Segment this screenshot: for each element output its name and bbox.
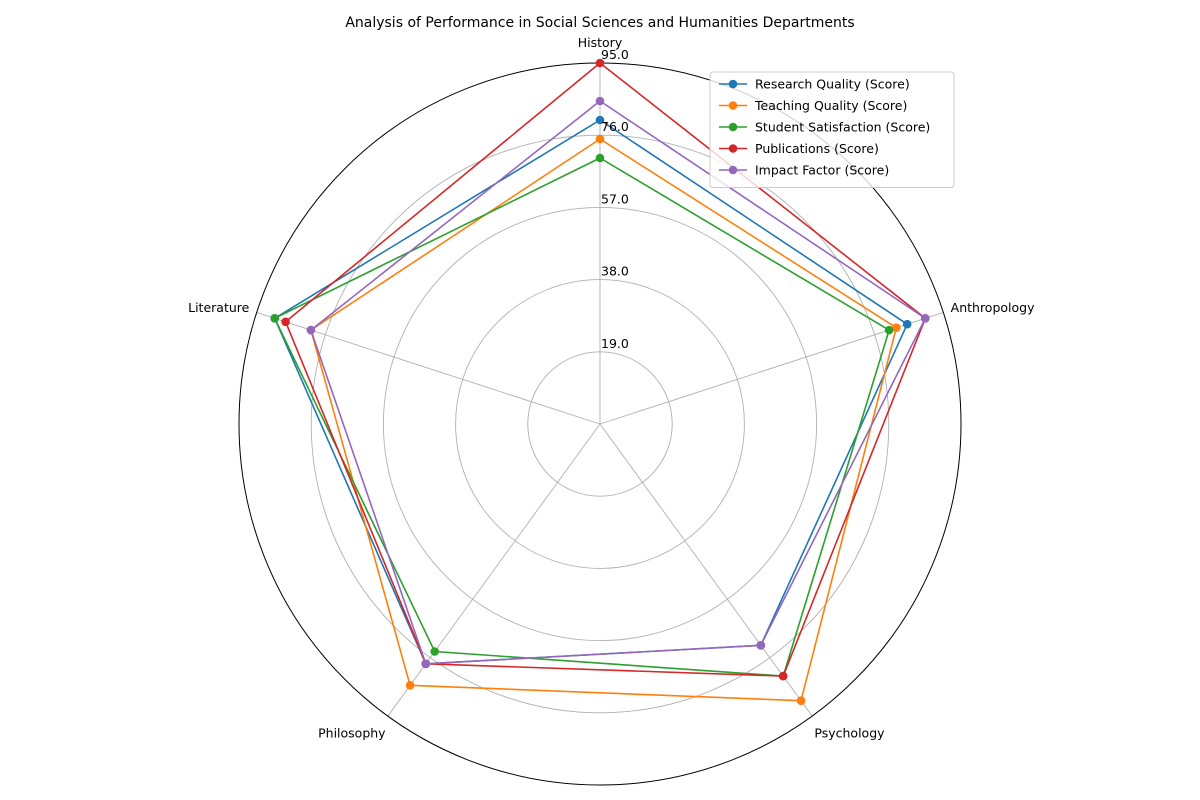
- legend-item-research-quality-score: Research Quality (Score): [719, 77, 910, 92]
- data-point-history: [595, 134, 605, 144]
- chart-title: Analysis of Performance in Social Scienc…: [345, 15, 854, 31]
- data-point-literature: [306, 325, 316, 335]
- legend-item-publications-score: Publications (Score): [719, 141, 879, 156]
- radial-tick-label: 57.0: [601, 191, 629, 206]
- legend-swatch-marker: [728, 101, 738, 110]
- series-line: [273, 157, 890, 677]
- data-point-anthropology: [920, 314, 930, 323]
- legend-swatch-marker: [728, 165, 738, 175]
- category-label-anthropology: Anthropology: [951, 300, 1035, 315]
- data-point-literature: [270, 314, 280, 323]
- data-point-history: [595, 153, 605, 163]
- legend-item-impact-factor-score: Impact Factor (Score): [719, 163, 889, 178]
- data-point-psychology: [756, 641, 766, 650]
- radial-tick-label: 76.0: [601, 119, 629, 134]
- data-point-history: [595, 115, 605, 125]
- data-point-history: [595, 96, 605, 106]
- data-point-philosophy: [405, 681, 415, 690]
- legend: Research Quality (Score) Teaching Quality…: [709, 71, 955, 188]
- legend-label: Publications (Score): [755, 141, 879, 156]
- legend-label: Impact Factor (Score): [755, 163, 889, 178]
- data-point-philosophy: [421, 659, 431, 669]
- series-line: [284, 62, 927, 677]
- legend-item-teaching-quality-score: Teaching Quality (Score): [719, 98, 907, 113]
- data-point-anthropology: [902, 319, 912, 329]
- series-impact-factor-score: [306, 96, 930, 669]
- radial-tick-label: 95.0: [601, 47, 629, 62]
- data-point-anthropology: [884, 325, 894, 335]
- category-label-psychology: Psychology: [814, 725, 885, 740]
- spoke-philosophy: [387, 423, 601, 717]
- radial-tick-labels: 19.0 38.0 57.0 76.0 95.0: [601, 47, 629, 351]
- legend-swatch-marker: [728, 122, 738, 132]
- legend-label: Teaching Quality (Score): [754, 98, 907, 113]
- legend-box: [709, 71, 955, 188]
- data-point-history: [595, 58, 605, 68]
- radar-series: [270, 58, 930, 705]
- radial-tick-label: 38.0: [601, 264, 629, 279]
- series-student-satisfaction-score: [270, 153, 894, 681]
- category-label-literature: Literature: [188, 300, 250, 315]
- data-point-literature: [281, 317, 290, 327]
- legend-swatch-marker: [728, 79, 738, 89]
- legend-label: Research Quality (Score): [755, 77, 910, 92]
- radial-tick-label: 19.0: [601, 336, 629, 351]
- series-line: [310, 138, 898, 702]
- legend-label: Student Satisfaction (Score): [755, 120, 930, 135]
- data-point-philosophy: [430, 647, 440, 656]
- category-label-philosophy: Philosophy: [318, 725, 386, 740]
- data-point-anthropology: [892, 323, 901, 333]
- data-point-psychology: [778, 671, 788, 681]
- legend-item-student-satisfaction-score: Student Satisfaction (Score): [719, 120, 930, 135]
- legend-swatch-marker: [728, 144, 738, 153]
- series-line: [310, 100, 927, 665]
- series-research-quality-score: [270, 115, 912, 669]
- category-labels: History Anthropology Psychology Philosophy L…: [188, 35, 1035, 740]
- data-point-psychology: [796, 696, 806, 705]
- spoke-psychology: [599, 423, 813, 717]
- category-label-history: History: [578, 35, 623, 50]
